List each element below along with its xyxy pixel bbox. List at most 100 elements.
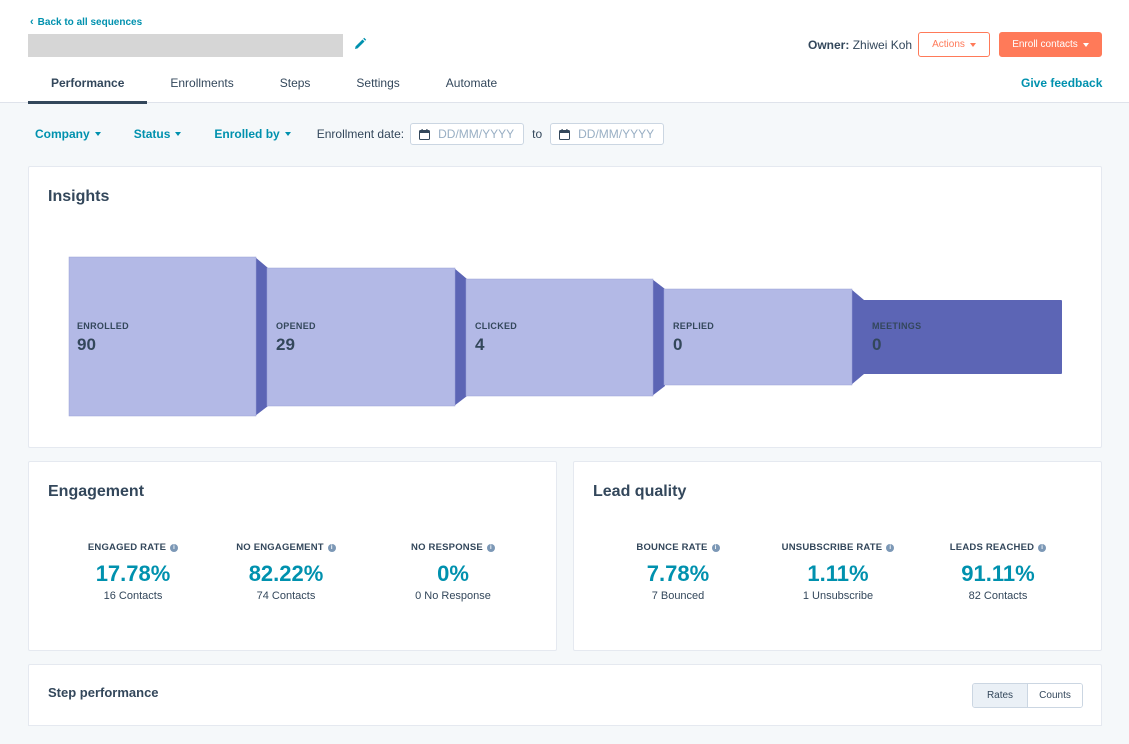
unsubscribe-rate-metric: UNSUBSCRIBE RATE i 1.11% 1 Unsubscribe — [763, 542, 913, 602]
unsubscribe-rate-label: UNSUBSCRIBE RATE i — [763, 542, 913, 553]
funnel-stage-enrolled — [68, 256, 257, 417]
engaged-rate-value: 17.78% — [95, 561, 171, 586]
funnel-value-meetings: 0 — [872, 335, 882, 354]
funnel-value-clicked: 4 — [475, 335, 485, 354]
engaged-rate-label: ENGAGED RATE i — [58, 542, 208, 553]
unsubscribe-rate-label-text: UNSUBSCRIBE RATE — [781, 542, 883, 553]
enrollment-date-label: Enrollment date: — [316, 127, 405, 141]
unsubscribe-rate-sub: 1 Unsubscribe — [802, 590, 874, 602]
calendar-icon — [559, 128, 571, 140]
no-response-metric: NO RESPONSE i 0% 0 No Response — [378, 542, 528, 602]
funnel-stage-opened — [266, 267, 456, 407]
leads-reached-metric: LEADS REACHED i 91.11% 82 Contacts — [923, 542, 1073, 602]
enrolled-by-filter[interactable]: Enrolled by — [214, 127, 291, 141]
bounce-rate-label-text: BOUNCE RATE — [636, 542, 708, 553]
no-engagement-label: NO ENGAGEMENT i — [211, 542, 361, 553]
leads-reached-value: 91.11% — [961, 561, 1035, 586]
no-response-sub: 0 No Response — [415, 590, 491, 602]
funnel-stage-clicked — [465, 278, 654, 397]
step-performance-table-header — [28, 726, 1102, 744]
insights-card: Insights ENROLLED 90 OPENED 29 CLICKED 4… — [28, 166, 1102, 448]
funnel-connector — [851, 289, 864, 385]
company-filter-label: Company — [35, 127, 90, 141]
company-filter[interactable]: Company — [35, 127, 101, 141]
back-link-label: Back to all sequences — [37, 17, 143, 28]
caret-down-icon — [1082, 42, 1089, 47]
to-label: to — [532, 127, 543, 141]
funnel-label-opened: OPENED — [276, 321, 316, 331]
info-icon[interactable]: i — [886, 543, 895, 552]
give-feedback-link[interactable]: Give feedback — [1021, 76, 1103, 90]
pencil-icon[interactable] — [353, 37, 367, 51]
actions-button[interactable]: Actions — [918, 32, 990, 57]
date-to-input[interactable]: DD/MM/YYYY — [550, 123, 665, 145]
bounce-rate-metric: BOUNCE RATE i 7.78% 7 Bounced — [603, 542, 753, 602]
funnel-value-opened: 29 — [276, 335, 295, 354]
counts-toggle-button[interactable]: Counts — [1028, 684, 1082, 707]
unsubscribe-rate-value: 1.11% — [807, 561, 869, 586]
funnel-value-enrolled: 90 — [77, 335, 96, 354]
leads-reached-sub: 82 Contacts — [968, 590, 1028, 602]
chevron-left-icon: ‹ — [30, 16, 34, 28]
date-from-input[interactable]: DD/MM/YYYY — [410, 123, 525, 145]
funnel-stage-meetings — [863, 300, 1062, 374]
info-icon[interactable]: i — [170, 543, 179, 552]
status-filter-label: Status — [133, 127, 171, 141]
no-engagement-metric: NO ENGAGEMENT i 82.22% 74 Contacts — [211, 542, 361, 602]
tab-steps[interactable]: Steps — [279, 76, 311, 90]
actions-label: Actions — [932, 39, 965, 50]
lead-quality-card: Lead quality BOUNCE RATE i 7.78% 7 Bounce… — [573, 461, 1102, 651]
info-icon[interactable]: i — [486, 543, 495, 552]
rates-toggle-button[interactable]: Rates — [973, 684, 1028, 707]
back-to-sequences-link[interactable]: ‹ Back to all sequences — [30, 16, 142, 28]
owner-info: Owner: Zhiwei Koh — [808, 38, 912, 52]
funnel-chart — [68, 256, 1062, 417]
funnel-label-replied: REPLIED — [673, 321, 715, 331]
step-performance-divider — [28, 725, 1102, 726]
no-response-label-text: NO RESPONSE — [411, 542, 483, 553]
engaged-rate-label-text: ENGAGED RATE — [87, 542, 167, 553]
tab-settings[interactable]: Settings — [356, 76, 400, 90]
enrolled-by-filter-label: Enrolled by — [214, 127, 280, 141]
filter-bar: Company Status Enrolled by Enrollment da… — [35, 123, 665, 145]
caret-down-icon — [969, 42, 976, 47]
no-engagement-label-text: NO ENGAGEMENT — [236, 542, 324, 553]
owner-name: Zhiwei Koh — [852, 38, 913, 52]
date-to-placeholder: DD/MM/YYYY — [578, 127, 655, 141]
info-icon[interactable]: i — [1038, 543, 1047, 552]
tab-enrollments[interactable]: Enrollments — [170, 76, 234, 90]
tab-automate[interactable]: Automate — [445, 76, 498, 90]
bounce-rate-value: 7.78% — [646, 561, 710, 586]
insights-title: Insights — [48, 188, 110, 205]
leads-reached-label: LEADS REACHED i — [923, 542, 1073, 553]
no-engagement-sub: 74 Contacts — [256, 590, 316, 602]
sequence-title-redacted — [28, 34, 343, 57]
funnel-label-enrolled: ENROLLED — [77, 321, 129, 331]
funnel-connector — [255, 257, 268, 416]
enroll-contacts-button[interactable]: Enroll contacts — [999, 32, 1102, 57]
engaged-rate-sub: 16 Contacts — [103, 590, 163, 602]
caret-down-icon — [175, 132, 182, 136]
status-filter[interactable]: Status — [134, 127, 182, 141]
step-performance-title: Step performance — [48, 685, 159, 700]
enroll-label: Enroll contacts — [1012, 39, 1078, 50]
lead-quality-title: Lead quality — [593, 483, 687, 500]
funnel-value-replied: 0 — [673, 335, 683, 354]
info-icon[interactable]: i — [327, 543, 336, 552]
tab-performance[interactable]: Performance — [28, 70, 148, 104]
caret-down-icon — [284, 132, 291, 136]
bounce-rate-label: BOUNCE RATE i — [603, 542, 753, 553]
tab-bar: Performance Enrollments Steps Settings A… — [28, 70, 520, 104]
funnel-label-clicked: CLICKED — [475, 321, 518, 331]
funnel-connector — [454, 268, 467, 406]
funnel-stage-replied — [663, 288, 853, 386]
date-from-placeholder: DD/MM/YYYY — [438, 127, 515, 141]
no-engagement-value: 82.22% — [248, 561, 324, 586]
leads-reached-label-text: LEADS REACHED — [949, 542, 1035, 553]
engaged-rate-metric: ENGAGED RATE i 17.78% 16 Contacts — [58, 542, 208, 602]
info-icon[interactable]: i — [711, 543, 720, 552]
top-bar: ‹ Back to all sequences Owner: Zhiwei Koh… — [0, 0, 1129, 104]
funnel-label-meetings: MEETINGS — [872, 321, 922, 331]
no-response-label: NO RESPONSE i — [378, 542, 528, 553]
no-response-value: 0% — [437, 561, 469, 586]
